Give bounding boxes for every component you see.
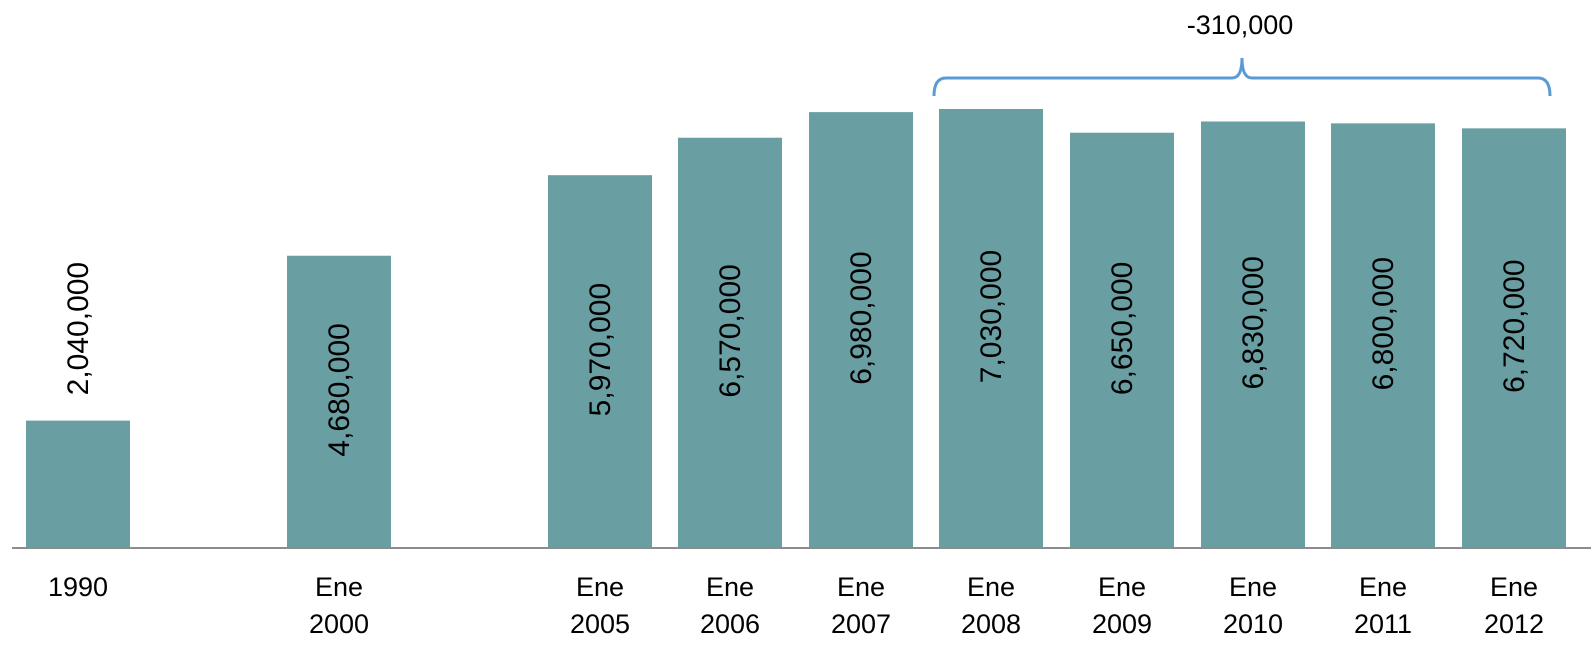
data-labels-layer: 2,040,000 4,680,000 5,970,000 6,570,000 6,98… (62, 250, 1531, 457)
bar-1 (287, 255, 391, 549)
x-tick-label-5-line-0: Ene (967, 572, 1015, 602)
data-label-6: 6,650,000 (1106, 262, 1139, 395)
x-tick-label-2-line-0: Ene (576, 572, 624, 602)
x-tick-label-1-line-0: Ene (315, 572, 363, 602)
bracket-label: -310,000 (1187, 10, 1294, 40)
data-label-5: 7,030,000 (975, 250, 1008, 383)
bar-0 (26, 420, 130, 548)
data-label-7: 6,830,000 (1237, 256, 1270, 389)
bar-2 (548, 175, 652, 548)
x-tick-label-8-line-0: Ene (1359, 572, 1407, 602)
x-tick-label-1-line-1: 2000 (309, 609, 369, 639)
x-tick-label-5-line-1: 2008 (961, 609, 1021, 639)
bracket-shape (932, 57, 1552, 97)
data-label-0: 2,040,000 (62, 262, 95, 395)
bar-9 (1462, 128, 1566, 548)
x-tick-label-9-line-0: Ene (1490, 572, 1538, 602)
x-tick-label-3-line-1: 2006 (700, 609, 760, 639)
data-label-8: 6,800,000 (1367, 257, 1400, 390)
x-tick-label-6-line-1: 2009 (1092, 609, 1152, 639)
x-tick-label-6-line-0: Ene (1098, 572, 1146, 602)
x-tick-label-0-line-0: 1990 (48, 572, 108, 602)
bar-3 (678, 137, 782, 548)
data-label-3: 6,570,000 (714, 264, 747, 397)
data-label-1: 4,680,000 (323, 323, 356, 456)
x-tick-labels-layer: 1990 Ene 2000 Ene 2005 Ene 2006 Ene 2007 Ene 2008 E… (48, 572, 1544, 639)
x-tick-label-4-line-0: Ene (837, 572, 885, 602)
bar-7 (1201, 121, 1305, 549)
bar-8 (1331, 123, 1435, 548)
x-tick-label-8-line-1: 2011 (1354, 609, 1412, 639)
bracket-annotation: -310,000 (932, 10, 1552, 97)
bar-6 (1070, 132, 1174, 548)
x-tick-label-7-line-0: Ene (1229, 572, 1277, 602)
bar-4 (809, 112, 913, 549)
x-tick-label-7-line-1: 2010 (1223, 609, 1283, 639)
data-label-4: 6,980,000 (845, 251, 878, 384)
bar-5 (939, 109, 1043, 548)
x-tick-label-9-line-1: 2012 (1484, 609, 1544, 639)
x-tick-label-2-line-1: 2005 (570, 609, 630, 639)
data-label-2: 5,970,000 (584, 283, 617, 416)
x-tick-label-3-line-0: Ene (706, 572, 754, 602)
bars-layer (26, 109, 1566, 549)
x-tick-label-4-line-1: 2007 (831, 609, 891, 639)
data-label-9: 6,720,000 (1498, 259, 1531, 392)
